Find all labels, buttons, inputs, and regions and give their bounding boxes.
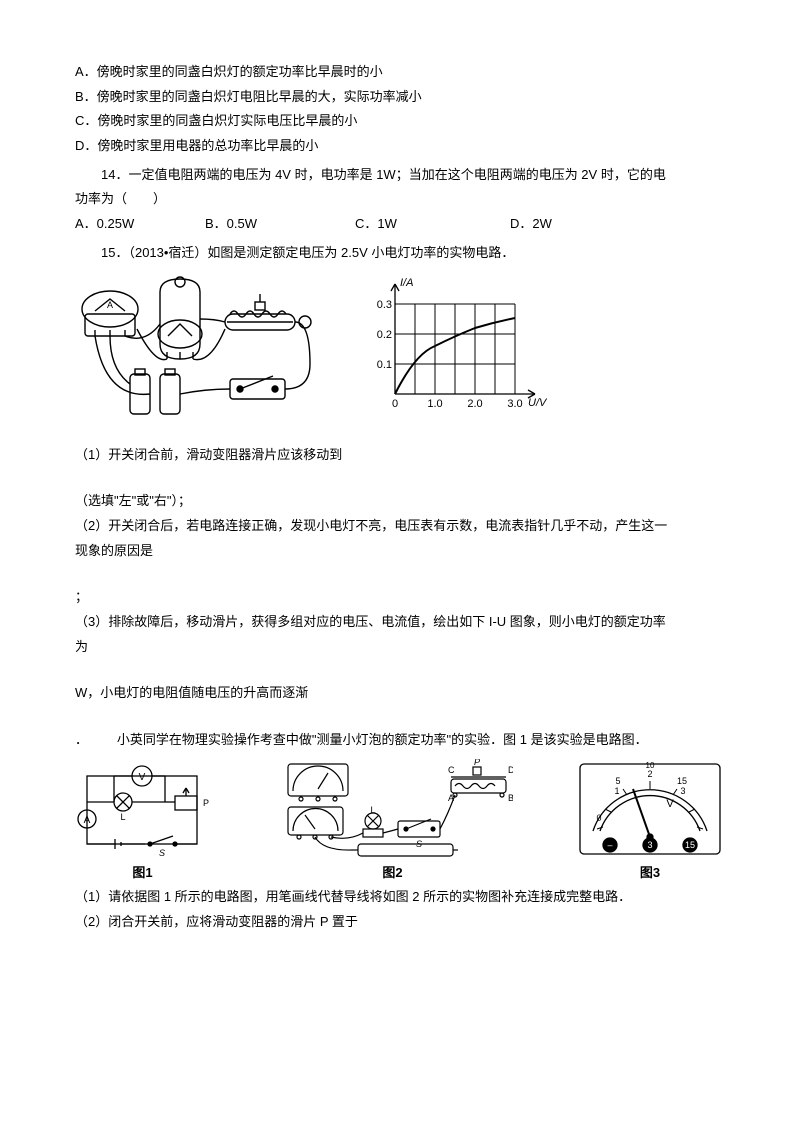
svg-text:2: 2 — [647, 769, 652, 779]
voltmeter-dial-icon: 0 1 5 2 10 15 3 V – 3 15 — [575, 759, 725, 859]
svg-text:10: 10 — [646, 761, 655, 770]
blank-line — [75, 563, 725, 585]
svg-text:B: B — [508, 793, 513, 803]
svg-text:V: V — [666, 798, 674, 810]
svg-text:C: C — [448, 765, 455, 775]
svg-text:15: 15 — [677, 776, 687, 786]
q14-option-c[interactable]: C．1W — [355, 212, 510, 237]
q16-sub1: （1）请依据图 1 所示的电路图，用笔画线代替导线将如图 2 所示的实物图补充连… — [75, 885, 725, 910]
q15-sub3-c: W，小电灯的电阻值随电压的升高而逐渐 — [75, 681, 725, 706]
q16-stem: ． 小英同学在物理实验操作考查中做"测量小灯泡的额定功率"的实验．图 1 是该实… — [75, 728, 725, 753]
fig3-label: 图3 — [575, 861, 725, 886]
svg-text:3: 3 — [680, 786, 685, 796]
q15-sub2-b: 现象的原因是 — [75, 539, 725, 564]
svg-text:D: D — [508, 765, 513, 775]
svg-text:U/V: U/V — [528, 397, 548, 409]
blank-line — [75, 467, 725, 489]
circuit-diagram-icon: A — [75, 274, 330, 429]
q16-fig1: V L A P S — [75, 764, 210, 886]
svg-text:V: V — [139, 772, 146, 783]
q14-stem-line1: 14．一定值电阻两端的电压为 4V 时，电功率是 1W；当加在这个电阻两端的电压… — [75, 163, 725, 188]
svg-text:15: 15 — [685, 840, 695, 850]
q15-stem: 15．（2013•宿迁）如图是测定额定电压为 2.5V 小电灯功率的实物电路． — [75, 241, 725, 266]
svg-text:L: L — [370, 805, 375, 815]
blank-line — [75, 706, 725, 728]
q13-option-b[interactable]: B．傍晚时家里的同盏白炽灯电阻比早晨的大，实际功率减小 — [75, 85, 725, 110]
q15-sub3-a: （3）排除故障后，移动滑片，获得多组对应的电压、电流值，绘出如下 I-U 图象，… — [75, 610, 725, 635]
svg-text:2.0: 2.0 — [467, 398, 482, 410]
q16-sub2: （2）闭合开关前，应将滑动变阻器的滑片 P 置于 — [75, 910, 725, 935]
svg-text:–: – — [607, 840, 612, 850]
svg-text:3: 3 — [647, 840, 652, 850]
svg-text:S: S — [159, 848, 165, 858]
fig2-label: 图2 — [273, 861, 513, 886]
iu-chart-icon: I/A U/V 0.1 0.2 0.3 0 1.0 2.0 3.0 — [360, 274, 550, 424]
svg-text:P: P — [203, 798, 209, 808]
option-text: D．傍晚时家里用电器的总功率比早晨的小 — [75, 138, 318, 153]
q16-figure-row: V L A P S — [75, 759, 725, 886]
q14-options: A．0.25W B．0.5W C．1W D．2W — [75, 212, 725, 237]
svg-text:I/A: I/A — [400, 277, 413, 289]
svg-text:L: L — [120, 812, 125, 822]
svg-text:0.3: 0.3 — [377, 299, 392, 311]
svg-text:5: 5 — [615, 776, 620, 786]
q15-iu-graph: I/A U/V 0.1 0.2 0.3 0 1.0 2.0 3.0 — [360, 274, 550, 424]
physical-circuit-icon: L S P C D A B — [273, 759, 513, 859]
option-text: B．傍晚时家里的同盏白炽灯电阻比早晨的大，实际功率减小 — [75, 89, 422, 104]
q14-option-d[interactable]: D．2W — [510, 212, 552, 237]
blank-line — [75, 659, 725, 681]
q15-circuit-figure: A — [75, 274, 330, 429]
svg-text:1.0: 1.0 — [427, 398, 442, 410]
svg-text:0.1: 0.1 — [377, 359, 392, 371]
q14-stem-line2: 功率为（ ） — [75, 187, 725, 212]
q15-sub2-end: ； — [75, 585, 725, 610]
svg-text:P: P — [473, 759, 479, 767]
fig1-label: 图1 — [75, 861, 210, 886]
svg-text:A: A — [107, 300, 113, 310]
q14-option-a[interactable]: A．0.25W — [75, 212, 205, 237]
q13-option-a[interactable]: A．傍晚时家里的同盏白炽灯的额定功率比早晨时的小 — [75, 60, 725, 85]
svg-text:0.2: 0.2 — [377, 329, 392, 341]
q16-fig2: L S P C D A B — [273, 759, 513, 886]
option-text: A．傍晚时家里的同盏白炽灯的额定功率比早晨时的小 — [75, 64, 383, 79]
q13-option-c[interactable]: C．傍晚时家里的同盏白炽灯实际电压比早晨的小 — [75, 109, 725, 134]
q16-fig3: 0 1 5 2 10 15 3 V – 3 15 图3 — [575, 759, 725, 886]
schematic-icon: V L A P S — [75, 764, 210, 859]
q15-figure-row: A — [75, 274, 725, 429]
q15-sub1-hint: （选填"左"或"右"）； — [75, 489, 725, 514]
q15-sub3-b: 为 — [75, 635, 725, 660]
option-text: C．傍晚时家里的同盏白炽灯实际电压比早晨的小 — [75, 113, 357, 128]
q15-sub2-a: （2）开关闭合后，若电路连接正确，发现小电灯不亮，电压表有示数，电流表指针几乎不… — [75, 514, 725, 539]
q13-option-d[interactable]: D．傍晚时家里用电器的总功率比早晨的小 — [75, 134, 725, 159]
q14-option-b[interactable]: B．0.5W — [205, 212, 355, 237]
svg-text:A: A — [84, 815, 91, 826]
svg-text:1: 1 — [614, 786, 619, 796]
q15-sub1: （1）开关闭合前，滑动变阻器滑片应该移动到 — [75, 443, 725, 468]
svg-text:0: 0 — [392, 398, 398, 410]
svg-text:3.0: 3.0 — [507, 398, 522, 410]
svg-text:0: 0 — [596, 813, 601, 823]
